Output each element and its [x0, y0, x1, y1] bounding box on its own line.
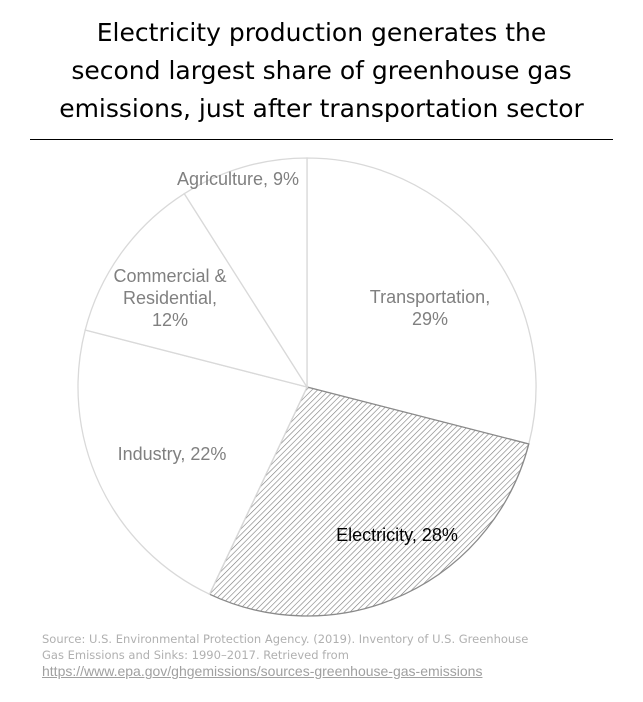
chart-title: Electricity production generates the sec… — [0, 14, 643, 128]
slice-label-agriculture: Agriculture, 9% — [177, 169, 299, 189]
source-note: Source: U.S. Environmental Protection Ag… — [42, 631, 528, 680]
slice-label-transportation: Transportation, 29% — [370, 287, 490, 329]
source-link[interactable]: https://www.epa.gov/ghgemissions/sources… — [42, 663, 483, 679]
source-line-1: Source: U.S. Environmental Protection Ag… — [42, 632, 529, 646]
title-divider — [30, 139, 613, 140]
pie-slice-agriculture — [183, 157, 308, 390]
title-line-3: emissions, just after transportation sec… — [59, 94, 584, 123]
title-line-1: Electricity production generates the — [96, 18, 547, 47]
title-line-2: second largest share of greenhouse gas — [71, 56, 572, 85]
slice-label-industry: Industry, 22% — [118, 444, 227, 464]
source-line-2: Gas Emissions and Sinks: 1990–2017. Retr… — [42, 648, 349, 662]
slice-label-electricity: Electricity, 28% — [336, 525, 458, 545]
slice-label-commercial-residential: Commercial & Residential, 12% — [113, 266, 226, 330]
pie-slice-electricity — [208, 386, 530, 617]
pie-slice-transportation — [306, 157, 537, 445]
pie-slice-commercial-residential — [84, 192, 309, 389]
pie-slice-industry — [77, 329, 308, 596]
